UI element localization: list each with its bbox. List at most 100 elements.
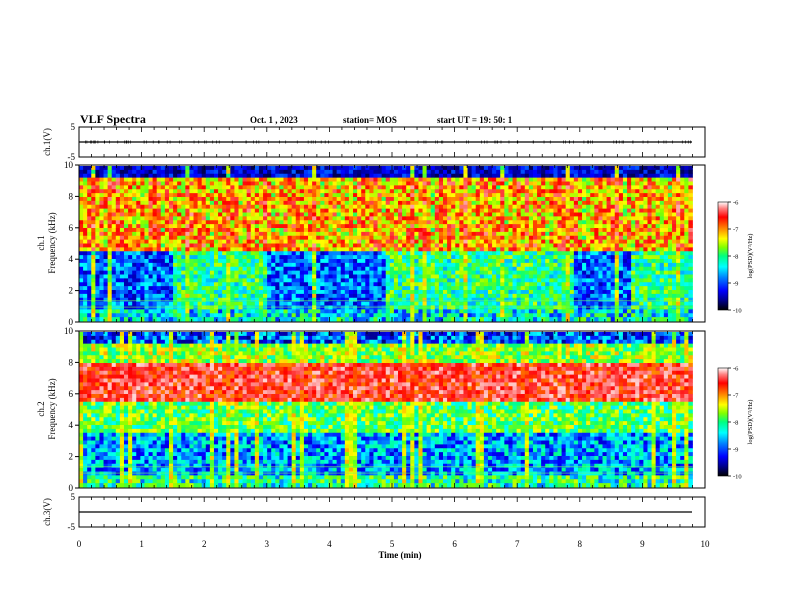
- spectrogram-cell: [504, 235, 509, 241]
- spectrogram-cell: [242, 286, 248, 291]
- spectrogram-cell: [328, 235, 333, 241]
- spectrogram-cell: [365, 274, 370, 279]
- spectrogram-cell: [291, 293, 297, 299]
- spectrogram-cell: [487, 181, 493, 186]
- spectrogram-cell: [140, 309, 145, 314]
- spectrogram-cell: [197, 278, 203, 283]
- spectrogram-cell: [430, 197, 436, 202]
- spectrogram-cell: [410, 166, 415, 171]
- spectrogram-cell: [487, 239, 493, 244]
- spectrogram-cell: [426, 259, 432, 264]
- spectrogram-cell: [218, 247, 223, 252]
- spectrogram-cell: [250, 270, 256, 275]
- spectrogram-cell: [348, 166, 354, 171]
- spectrogram-cell: [132, 166, 137, 171]
- spectrogram-cell: [177, 185, 182, 190]
- spectrogram-cell: [156, 204, 162, 210]
- spectrogram-cell: [422, 266, 428, 272]
- spectrogram-cell: [545, 293, 550, 299]
- spectrogram-cell: [385, 262, 391, 268]
- spectrogram-cell: [430, 200, 436, 206]
- spectrogram-cell: [312, 266, 317, 272]
- spectrogram-cell: [275, 293, 280, 299]
- spectrogram-cell: [541, 290, 546, 295]
- spectrogram-cell: [222, 305, 227, 310]
- spectrogram-cell: [128, 290, 133, 295]
- spectrogram-cell: [308, 239, 313, 244]
- spectrogram-cell: [483, 243, 489, 248]
- spectrogram-cell: [573, 185, 579, 190]
- spectrogram-cell: [348, 297, 354, 303]
- spectrogram-cell: [128, 239, 133, 244]
- spectrogram-cell: [79, 228, 84, 233]
- spectrogram-cell: [189, 197, 194, 202]
- spectrogram-cell: [168, 204, 174, 210]
- spectrogram-cell: [164, 177, 170, 182]
- spectrogram-cell: [561, 317, 567, 322]
- spectrogram-cell: [197, 290, 203, 295]
- spectrogram-cell: [79, 247, 84, 252]
- spectrogram-cell: [500, 208, 505, 213]
- spectrogram-cell: [222, 177, 227, 182]
- spectrogram-cell: [258, 181, 264, 186]
- spectrogram-cell: [422, 220, 428, 225]
- spectrogram-cell: [414, 181, 419, 186]
- spectrogram-cell: [144, 166, 149, 171]
- spectrogram-cell: [222, 235, 227, 241]
- spectrogram-cell: [132, 243, 137, 248]
- spectrogram-cell: [418, 243, 423, 248]
- spectrogram-cell: [177, 297, 182, 303]
- spectrogram-cell: [377, 231, 383, 237]
- spectrogram-cell: [434, 220, 440, 225]
- spectrogram-cell: [144, 301, 149, 306]
- spectrogram-cell: [528, 197, 534, 202]
- spectrogram-cell: [279, 181, 284, 186]
- spectrogram-cell: [483, 278, 489, 283]
- spectrogram-cell: [308, 228, 313, 233]
- spectrogram-cell: [430, 181, 436, 186]
- spectrogram-cell: [87, 212, 92, 217]
- spectrogram-cell: [344, 270, 350, 275]
- spectrogram-cell: [447, 255, 452, 260]
- spectrogram-cell: [402, 235, 407, 241]
- spectrogram-cell: [95, 224, 100, 229]
- spectrogram-cell: [140, 293, 145, 299]
- spectrogram-cell: [557, 259, 562, 264]
- spectrogram-cell: [344, 224, 350, 229]
- spectrogram-cell: [324, 297, 329, 303]
- spectrogram-cell: [238, 282, 243, 287]
- spectrogram-cell: [193, 169, 199, 175]
- spectrogram-cell: [406, 169, 411, 175]
- spectrogram-cell: [353, 189, 358, 194]
- spectrogram-cell: [283, 259, 288, 264]
- spectrogram-cell: [410, 282, 415, 287]
- spectrogram-cell: [569, 200, 575, 206]
- spectrogram-cell: [324, 181, 329, 186]
- spectrogram-cell: [365, 305, 370, 310]
- spectrogram-cell: [299, 200, 305, 206]
- spectrogram-cell: [504, 305, 509, 310]
- spectrogram-cell: [504, 224, 509, 229]
- spectrogram-cell: [91, 193, 96, 198]
- spectrogram-cell: [168, 220, 174, 225]
- spectrogram-cell: [87, 297, 92, 303]
- spectrogram-cell: [402, 231, 407, 237]
- spectrogram-cell: [103, 243, 109, 248]
- spectrogram-cell: [418, 301, 423, 306]
- spectrogram-cell: [132, 297, 137, 303]
- spectrogram-cell: [516, 313, 522, 318]
- spectrogram-cell: [99, 231, 104, 237]
- spectrogram-cell: [128, 247, 133, 252]
- spectrogram-cell: [263, 173, 268, 179]
- spectrogram-cell: [218, 251, 223, 256]
- spectrogram-cell: [258, 166, 264, 171]
- spectrogram-cell: [500, 305, 505, 310]
- spectrogram-cell: [250, 200, 256, 206]
- spectrogram-cell: [467, 297, 473, 303]
- spectrogram-cell: [377, 181, 383, 186]
- spectrogram-cell: [414, 239, 419, 244]
- spectrogram-cell: [537, 228, 542, 233]
- spectrogram-cell: [312, 259, 317, 264]
- spectrogram-cell: [430, 216, 436, 221]
- spectrogram-cell: [287, 212, 293, 217]
